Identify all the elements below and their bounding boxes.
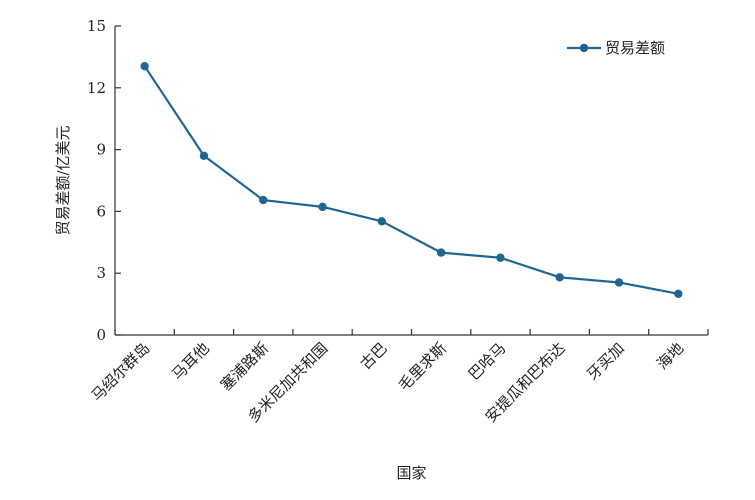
- y-tick-label: 0: [96, 326, 106, 344]
- data-point: [199, 151, 209, 160]
- data-point: [555, 273, 564, 282]
- data-point: [436, 248, 446, 257]
- x-tick-label: 马耳他: [168, 339, 213, 384]
- x-tick-label: 牙买加: [583, 339, 628, 384]
- data-point: [674, 289, 683, 298]
- y-tick-label: 15: [87, 17, 106, 35]
- y-tick-label: 9: [96, 141, 106, 159]
- x-tick-label: 毛里求斯: [395, 339, 450, 394]
- data-point: [140, 61, 149, 71]
- legend-label: 贸易差额: [605, 39, 665, 57]
- data-point: [318, 202, 327, 212]
- x-tick-label: 巴哈马: [465, 339, 510, 384]
- data-point: [614, 278, 624, 287]
- series-line: [143, 65, 679, 295]
- legend: 贸易差额: [567, 39, 665, 57]
- data-point: [496, 253, 505, 262]
- data-point: [377, 217, 387, 226]
- x-tick-label: 马绍尔群岛: [88, 339, 154, 405]
- y-axis-title: 贸易差额/亿美元: [54, 125, 72, 235]
- y-tick-label: 6: [96, 202, 106, 220]
- axes: [114, 26, 708, 336]
- legend-dot-marker: [579, 43, 589, 53]
- y-tick-label: 12: [87, 79, 106, 97]
- y-tick-label: 3: [96, 264, 106, 282]
- series-layer: [140, 61, 683, 298]
- x-tick-label: 海地: [653, 339, 687, 373]
- x-tick-label: 古巴: [357, 339, 391, 373]
- x-axis-title: 国家: [396, 464, 426, 482]
- data-point: [259, 195, 268, 205]
- x-tick-label: 塞浦路斯: [217, 339, 272, 394]
